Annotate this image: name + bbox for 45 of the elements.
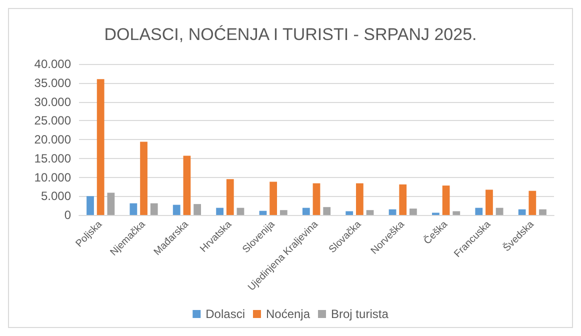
bar: [150, 203, 158, 215]
chart-title: DOLASCI, NOĆENJA I TURISTI - SRPANJ 2025.: [104, 25, 477, 44]
legend-label: Dolasci: [206, 307, 245, 321]
bar: [323, 207, 331, 215]
bar: [442, 186, 450, 215]
bar: [226, 179, 234, 215]
bar: [172, 204, 180, 215]
y-tick-label: 10.000: [34, 170, 72, 184]
bar: [346, 211, 354, 215]
bar: [496, 208, 504, 215]
y-tick-label: 0: [64, 208, 72, 222]
bar: [216, 208, 224, 215]
bar: [140, 142, 148, 215]
bar: [194, 204, 201, 215]
bar: [388, 209, 396, 215]
y-tick-label: 5.000: [40, 189, 72, 204]
bar: [518, 209, 526, 215]
y-tick-label: 40.000: [34, 57, 72, 71]
y-tick-label: 20.000: [34, 132, 72, 146]
bar: [270, 182, 278, 215]
bar: [107, 192, 115, 215]
legend-label: Noćenja: [266, 307, 310, 321]
bar: [399, 184, 407, 215]
bar: [452, 211, 460, 215]
y-tick-label: 30.000: [34, 94, 72, 109]
y-tick-label: 35.000: [34, 76, 72, 90]
bar: [366, 210, 374, 215]
bar: [302, 208, 310, 215]
bar: [236, 208, 244, 215]
bar: [259, 210, 267, 215]
bar: [312, 183, 320, 215]
bar: [130, 203, 138, 215]
bar: [86, 196, 94, 215]
legend-label: Broj turista: [331, 307, 389, 321]
bar: [356, 183, 364, 215]
y-tick-label: 25.000: [34, 114, 72, 128]
bar: [96, 79, 104, 215]
bar: [183, 156, 191, 215]
bar: [528, 190, 536, 215]
bar: [486, 190, 493, 215]
bar: [539, 209, 546, 215]
bar: [475, 208, 483, 215]
bar: [280, 210, 288, 215]
y-tick-label: 15.000: [34, 151, 72, 166]
bar: [410, 208, 417, 215]
